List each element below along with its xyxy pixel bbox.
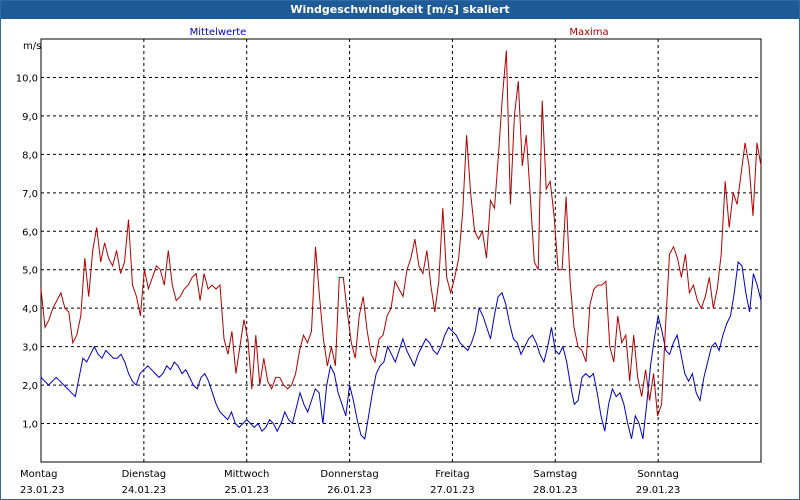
- x-tick-label-day: Dienstag: [122, 469, 167, 480]
- y-tick-label: 9,0: [22, 112, 38, 123]
- y-tick-label: 3,0: [22, 343, 38, 354]
- grid: [41, 39, 761, 462]
- x-tick-label-date: 25.01.23: [224, 485, 269, 496]
- x-tick-label-day: Montag: [20, 469, 57, 480]
- x-tick-label-day: Donnerstag: [320, 469, 378, 480]
- x-axis: Montag 23.01.23 Dienstag 24.01.23 Mittwoch 25…: [20, 469, 680, 496]
- y-tick-label: 8,0: [22, 150, 38, 161]
- chart-title: Windgeschwindigkeit [m/s] skaliert: [1, 1, 799, 19]
- x-tick-label-day: Freitag: [435, 469, 469, 480]
- x-tick-label-date: 27.01.23: [430, 485, 475, 496]
- x-tick-label-date: 29.01.23: [636, 485, 681, 496]
- x-tick-label-day: Sonntag: [637, 469, 679, 480]
- y-tick-label: 5,0: [22, 266, 38, 277]
- y-tick-label: 10,0: [16, 73, 38, 84]
- y-axis-unit-label: m/s: [23, 41, 41, 52]
- legend-entry-mittelwerte: Mittelwerte: [190, 27, 247, 38]
- series-line-maxima: [40, 50, 762, 417]
- series-line-mittelwerte: [40, 260, 762, 440]
- y-tick-label: 4,0: [22, 304, 38, 315]
- x-tick-label-date: 28.01.23: [533, 485, 578, 496]
- x-tick-label-date: 26.01.23: [327, 485, 372, 496]
- legend-entry-maxima: Maxima: [569, 27, 608, 38]
- y-axis: 1,0 2,0 3,0 4,0 5,0 6,0 7,0 8,0 9,0 10,0: [16, 73, 38, 430]
- x-tick-label-day: Mittwoch: [224, 469, 269, 480]
- plot-area: [40, 38, 762, 463]
- y-tick-label: 1,0: [22, 420, 38, 431]
- y-tick-label: 2,0: [22, 381, 38, 392]
- x-tick-label-date: 24.01.23: [122, 485, 167, 496]
- y-tick-label: 6,0: [22, 227, 38, 238]
- legend: Mittelwerte Maxima: [190, 27, 609, 38]
- y-tick-label: 7,0: [22, 189, 38, 200]
- x-tick-label-date: 23.01.23: [20, 485, 65, 496]
- series-lines: [40, 50, 762, 440]
- x-tick-label-day: Samstag: [533, 469, 577, 480]
